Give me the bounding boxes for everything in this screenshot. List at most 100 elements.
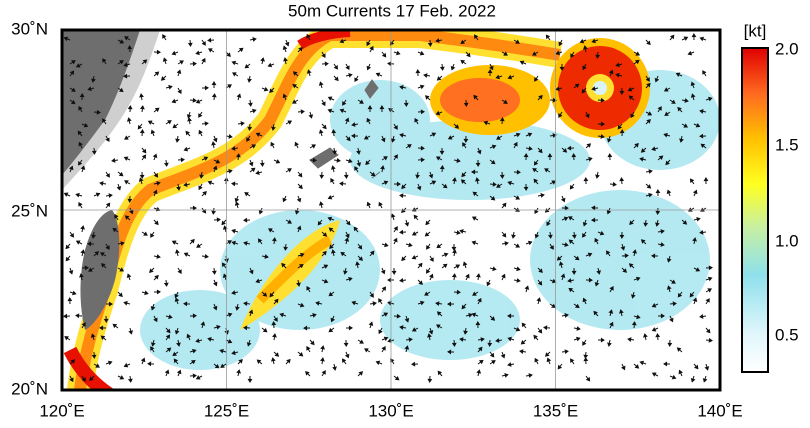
current-arrow — [153, 71, 160, 77]
current-arrow — [507, 180, 515, 186]
current-arrow — [211, 93, 217, 101]
current-arrow — [645, 183, 652, 189]
current-arrow — [211, 81, 217, 89]
current-arrow — [583, 45, 588, 53]
current-arrow — [249, 144, 257, 149]
current-arrow — [645, 75, 650, 82]
current-arrow — [186, 333, 192, 341]
current-arrow — [676, 347, 683, 353]
current-arrow — [633, 142, 639, 149]
current-arrow — [328, 227, 335, 233]
current-arrow — [282, 195, 287, 203]
current-arrow — [495, 338, 503, 343]
current-arrow — [380, 165, 385, 173]
current-arrow — [585, 375, 591, 382]
current-arrow — [367, 105, 373, 113]
current-arrow — [621, 267, 627, 273]
current-arrow — [364, 348, 371, 353]
current-arrow — [475, 177, 480, 185]
current-arrow — [267, 62, 275, 68]
current-arrow — [687, 50, 695, 56]
current-arrow — [354, 75, 359, 83]
current-arrow — [411, 254, 419, 260]
current-arrow — [628, 263, 635, 269]
current-arrow — [282, 45, 288, 53]
current-arrow — [591, 86, 599, 92]
current-arrow — [645, 192, 653, 198]
current-arrow — [465, 273, 470, 281]
current-arrow — [150, 303, 156, 311]
current-arrow — [255, 132, 263, 137]
current-arrow — [424, 95, 431, 101]
current-arrow — [513, 169, 521, 175]
current-arrow — [306, 69, 312, 77]
current-arrow — [472, 291, 479, 296]
current-arrow — [561, 242, 569, 248]
current-arrow — [523, 153, 529, 161]
current-arrow — [294, 207, 300, 215]
current-arrow — [211, 207, 217, 215]
current-arrow — [511, 231, 516, 239]
current-arrow — [292, 71, 299, 77]
current-arrow — [573, 336, 581, 342]
current-arrow — [225, 168, 233, 174]
current-arrow — [185, 130, 191, 137]
current-arrow — [81, 375, 86, 382]
current-arrow — [692, 237, 697, 245]
current-arrow — [425, 267, 431, 274]
current-arrow — [435, 301, 443, 307]
current-arrow — [369, 301, 377, 306]
current-arrow — [417, 84, 425, 90]
current-arrow — [369, 250, 375, 257]
current-arrow — [545, 34, 551, 41]
current-arrow — [285, 358, 291, 365]
current-arrow — [692, 189, 698, 197]
current-arrow — [235, 153, 241, 161]
current-arrow — [413, 214, 419, 221]
current-arrow — [285, 168, 292, 173]
current-arrow — [704, 363, 710, 371]
current-arrow — [669, 279, 676, 284]
current-arrow — [414, 117, 419, 125]
current-arrow — [247, 75, 252, 83]
lon-label: 135˚E — [533, 401, 578, 420]
current-arrow — [597, 337, 605, 343]
current-arrow — [283, 57, 288, 65]
current-arrow — [366, 201, 372, 209]
current-arrow — [77, 159, 83, 166]
current-arrow — [513, 195, 521, 200]
current-arrow — [189, 238, 195, 245]
current-arrow — [89, 375, 95, 382]
current-arrow — [381, 286, 386, 293]
current-arrow — [321, 231, 328, 237]
current-arrow — [93, 363, 100, 368]
current-arrow — [556, 255, 563, 261]
current-arrow — [607, 153, 613, 161]
current-arrow — [703, 177, 709, 185]
current-arrow — [331, 249, 336, 257]
current-arrow — [585, 143, 592, 149]
current-arrow — [237, 121, 245, 126]
current-arrow — [447, 349, 455, 355]
current-arrow — [69, 290, 77, 296]
current-arrow — [140, 357, 146, 365]
current-arrow — [417, 145, 425, 151]
current-arrow — [561, 313, 569, 318]
current-arrow — [345, 72, 353, 78]
current-arrow — [692, 297, 698, 305]
current-arrow — [117, 375, 125, 380]
current-arrow — [477, 359, 484, 365]
current-arrow — [305, 371, 311, 377]
current-arrow — [582, 63, 587, 71]
current-arrow — [201, 121, 209, 127]
current-arrow — [525, 132, 533, 137]
current-arrow — [201, 253, 209, 259]
current-arrow — [691, 33, 697, 41]
current-arrow — [441, 263, 448, 269]
current-arrow — [141, 290, 149, 296]
current-arrow — [177, 157, 185, 163]
current-arrow — [594, 237, 599, 245]
current-arrow — [487, 339, 493, 347]
current-arrow — [123, 156, 131, 161]
current-arrow — [465, 312, 473, 318]
